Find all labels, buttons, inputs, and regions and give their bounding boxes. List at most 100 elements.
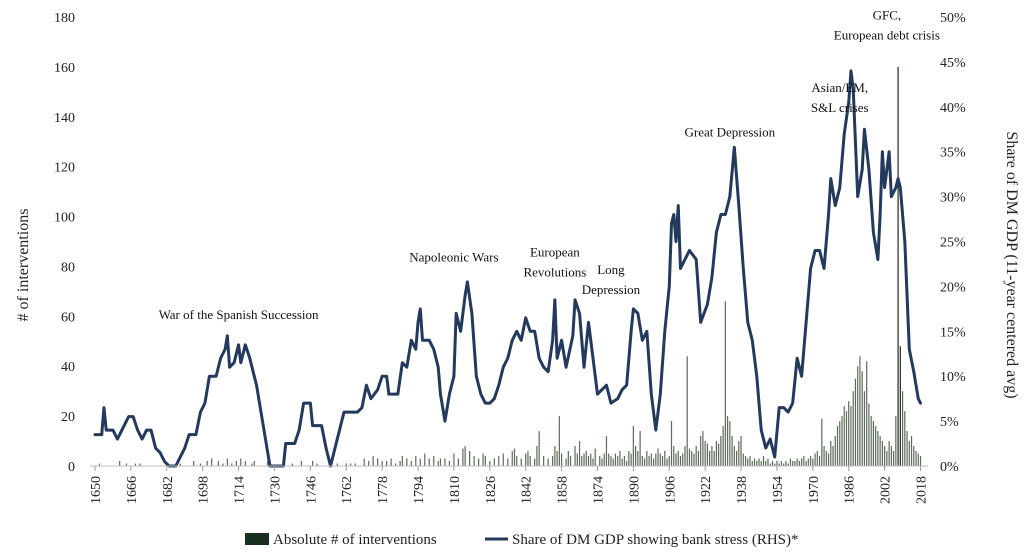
- left-axis-ticks: 0 20 40 60 80 100 120 140 160 180: [54, 11, 75, 475]
- right-tick-label: 35%: [940, 146, 966, 161]
- bar: [646, 451, 648, 466]
- bar: [760, 461, 762, 466]
- bar: [740, 436, 742, 466]
- bar: [603, 453, 605, 466]
- bar: [756, 461, 758, 466]
- bar: [590, 453, 592, 466]
- bar-series: [98, 66, 922, 466]
- bar: [845, 411, 848, 466]
- bar: [720, 436, 722, 466]
- bar: [895, 416, 897, 466]
- legend: Absolute # of interventions Share of DM …: [245, 532, 799, 548]
- bar: [818, 456, 821, 466]
- bar: [311, 461, 314, 466]
- bar: [673, 446, 675, 466]
- right-tick-label: 0%: [940, 460, 959, 475]
- bar: [641, 456, 643, 466]
- x-tick-label: 1682: [161, 476, 176, 504]
- bar: [798, 461, 800, 466]
- bar: [581, 456, 583, 466]
- bar: [206, 461, 208, 466]
- bar: [783, 463, 785, 466]
- bar: [401, 456, 403, 466]
- bar: [520, 458, 522, 466]
- bar: [525, 453, 527, 466]
- bar: [554, 446, 556, 466]
- bar: [913, 446, 915, 466]
- bar: [511, 451, 513, 466]
- bar: [226, 458, 228, 466]
- bar: [765, 461, 767, 466]
- bar: [675, 453, 677, 466]
- bar: [457, 458, 460, 466]
- bar: [267, 461, 269, 466]
- left-tick-label: 20: [61, 410, 75, 425]
- bar: [722, 426, 724, 466]
- x-tick-label: 1714: [233, 476, 248, 504]
- bar: [439, 458, 442, 466]
- bar: [879, 436, 881, 466]
- bar: [632, 426, 634, 466]
- bar: [888, 441, 890, 466]
- annotation-label: GFC,: [873, 7, 902, 22]
- bar: [558, 416, 560, 466]
- bar: [648, 456, 650, 466]
- x-tick-label: 1650: [89, 476, 104, 504]
- bar: [688, 448, 691, 466]
- annotation-label: S&L crises: [811, 100, 869, 115]
- bar: [179, 463, 181, 466]
- right-tick-label: 15%: [940, 325, 966, 340]
- bar: [724, 301, 726, 466]
- x-tick-label: 1730: [268, 476, 283, 504]
- bar: [704, 441, 706, 466]
- bar: [419, 458, 421, 466]
- bar: [863, 391, 866, 466]
- bar: [628, 451, 630, 466]
- x-tick-label: 2002: [879, 476, 894, 504]
- bar: [251, 463, 253, 466]
- right-axis-ticks: 0% 5% 10% 15% 20% 25% 30% 35% 40% 45% 50%: [940, 11, 966, 475]
- bar: [424, 453, 426, 466]
- bar: [767, 458, 769, 466]
- bar: [437, 461, 439, 466]
- bar: [706, 443, 709, 466]
- bar: [125, 463, 128, 466]
- bar: [599, 456, 601, 466]
- left-tick-label: 120: [54, 161, 75, 176]
- bar: [693, 453, 695, 466]
- right-tick-label: 20%: [940, 280, 966, 295]
- bar: [753, 458, 756, 466]
- bar: [610, 456, 612, 466]
- bar: [448, 461, 451, 466]
- bar: [484, 456, 486, 466]
- bar: [406, 458, 408, 466]
- left-tick-label: 140: [54, 111, 75, 126]
- bar: [630, 453, 632, 466]
- x-tick-label: 1794: [412, 476, 427, 504]
- bar: [354, 463, 356, 466]
- bar: [803, 456, 805, 466]
- bar: [904, 411, 906, 466]
- bar: [850, 406, 852, 466]
- x-tick-label: 1858: [556, 476, 571, 504]
- bar: [453, 453, 455, 466]
- bar: [776, 461, 778, 466]
- bar: [738, 441, 740, 466]
- bar: [872, 421, 875, 466]
- bar: [639, 431, 641, 466]
- bar: [877, 431, 879, 466]
- bar: [852, 391, 854, 466]
- bar: [744, 456, 747, 466]
- bar: [222, 463, 224, 466]
- bar: [774, 463, 776, 466]
- bar: [792, 461, 794, 466]
- left-tick-label: 160: [54, 61, 75, 76]
- bar: [857, 366, 859, 466]
- bar: [919, 456, 922, 466]
- x-tick-label: 1826: [484, 476, 499, 504]
- bar: [433, 456, 435, 466]
- bar: [316, 463, 318, 466]
- bar: [733, 446, 735, 466]
- bar: [538, 431, 540, 466]
- right-tick-label: 5%: [940, 415, 959, 430]
